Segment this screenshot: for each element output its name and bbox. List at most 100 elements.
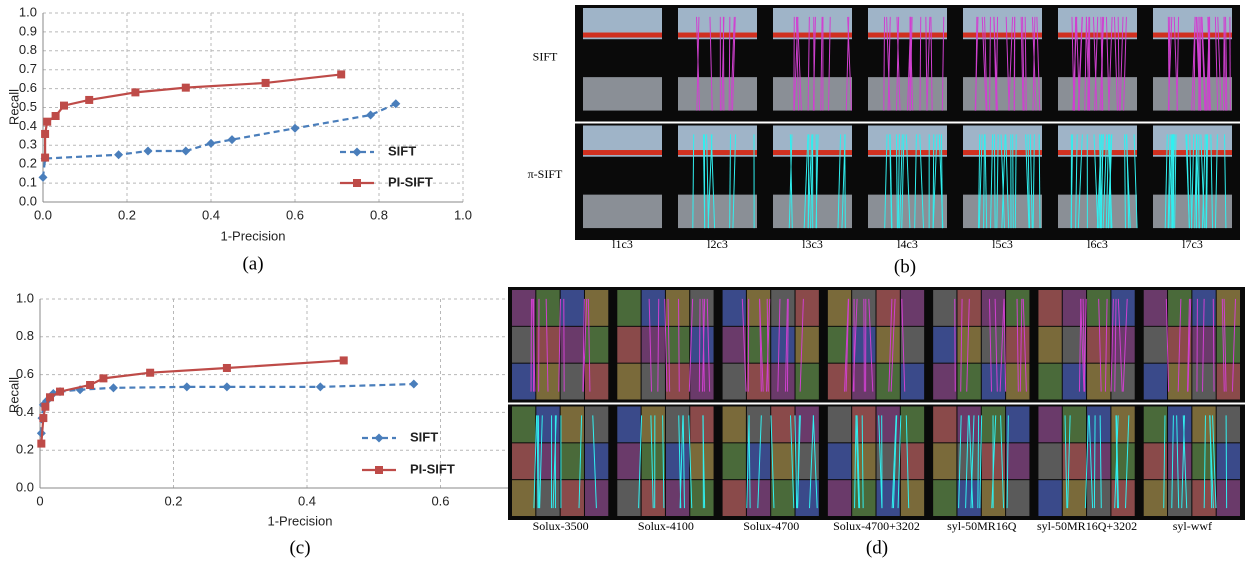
match-line bbox=[1093, 134, 1099, 229]
match-line bbox=[1107, 134, 1113, 229]
image-tile bbox=[722, 480, 746, 516]
match-line bbox=[999, 298, 1005, 392]
match-line bbox=[1019, 298, 1023, 392]
legend-label: PI-SIFT bbox=[410, 461, 455, 476]
image-tile bbox=[1216, 443, 1240, 480]
image-tile bbox=[771, 406, 795, 443]
match-line bbox=[1225, 415, 1228, 509]
image-tile bbox=[1111, 326, 1135, 363]
match-line bbox=[532, 298, 536, 392]
point bbox=[41, 402, 50, 411]
match-line bbox=[1173, 16, 1178, 111]
image-tile bbox=[1038, 363, 1062, 400]
image-tile bbox=[900, 326, 925, 363]
match-line bbox=[1038, 134, 1041, 229]
image-tile bbox=[584, 326, 609, 363]
image-tile bbox=[583, 77, 662, 111]
point bbox=[409, 379, 419, 389]
image-tile bbox=[536, 290, 560, 326]
image-tile bbox=[690, 363, 714, 400]
image-tile bbox=[665, 290, 690, 326]
image-tile bbox=[795, 363, 819, 400]
match-line bbox=[1195, 16, 1201, 111]
point bbox=[391, 99, 401, 109]
column-label: l1c3 bbox=[612, 237, 633, 251]
image-tile bbox=[560, 326, 584, 363]
image-tile bbox=[963, 77, 1042, 111]
match-line bbox=[868, 298, 874, 392]
image-tile bbox=[827, 443, 852, 480]
x-tick-label: 0.6 bbox=[286, 207, 304, 222]
image-tile bbox=[900, 443, 925, 480]
series-line bbox=[40, 359, 344, 444]
image-tile bbox=[665, 443, 690, 480]
match-line bbox=[855, 415, 860, 509]
match-line bbox=[678, 415, 682, 509]
image-tile bbox=[560, 290, 584, 326]
image-tile bbox=[560, 363, 584, 400]
match-line bbox=[965, 415, 969, 509]
y-tick-label: 0.0 bbox=[19, 193, 37, 208]
image-tile bbox=[722, 443, 746, 480]
match-line bbox=[863, 298, 865, 392]
image-tile bbox=[690, 406, 714, 443]
match-line bbox=[901, 134, 905, 229]
row-label: SIFT bbox=[533, 50, 558, 64]
legend-marker bbox=[374, 433, 384, 443]
match-line bbox=[1036, 16, 1041, 111]
y-axis-title: Recall bbox=[6, 89, 21, 125]
image-tile bbox=[827, 406, 852, 443]
match-line bbox=[539, 415, 543, 509]
y-tick-label: 0.2 bbox=[19, 156, 37, 171]
match-line bbox=[1163, 415, 1166, 509]
image-panel bbox=[575, 5, 1240, 240]
image-tile bbox=[1006, 480, 1030, 516]
match-line bbox=[1191, 134, 1195, 229]
y-tick-label: 0.4 bbox=[19, 118, 37, 133]
image-tile bbox=[584, 290, 609, 326]
match-line bbox=[1032, 134, 1035, 229]
image-tile bbox=[773, 32, 852, 38]
match-line bbox=[709, 16, 713, 111]
match-line bbox=[1209, 415, 1213, 509]
image-tile bbox=[583, 32, 662, 38]
y-tick-label: 0.6 bbox=[19, 80, 37, 95]
match-line bbox=[1164, 134, 1168, 229]
image-tile bbox=[583, 150, 662, 156]
match-line bbox=[759, 298, 762, 392]
x-tick-label: 0.2 bbox=[164, 493, 182, 508]
match-line bbox=[1202, 298, 1205, 392]
match-line bbox=[1194, 134, 1198, 229]
match-line bbox=[958, 415, 962, 509]
match-line bbox=[1187, 298, 1192, 392]
match-line bbox=[905, 415, 910, 509]
match-line bbox=[1117, 16, 1120, 111]
match-line bbox=[1110, 298, 1114, 392]
match-line bbox=[765, 298, 771, 392]
image-tile bbox=[722, 363, 746, 400]
x-tick-label: 0.8 bbox=[370, 207, 388, 222]
image-tile bbox=[900, 290, 925, 326]
match-line bbox=[730, 16, 735, 111]
image-tile bbox=[1143, 363, 1168, 400]
image-tile bbox=[1168, 363, 1192, 400]
match-line bbox=[988, 298, 993, 392]
image-tile bbox=[933, 363, 957, 400]
image-tile bbox=[512, 326, 536, 363]
column-label: Solux-3500 bbox=[533, 519, 589, 533]
match-line bbox=[914, 134, 917, 229]
match-line bbox=[1201, 134, 1206, 229]
match-line bbox=[1075, 134, 1078, 229]
match-line bbox=[1070, 134, 1074, 229]
image-tile bbox=[583, 194, 662, 229]
y-tick-label: 0.8 bbox=[19, 42, 37, 57]
image-tile bbox=[512, 406, 536, 443]
match-line bbox=[994, 298, 998, 392]
match-line bbox=[807, 134, 813, 229]
point bbox=[39, 414, 48, 423]
image-tile bbox=[1038, 290, 1062, 326]
image-tile bbox=[641, 363, 665, 400]
image-tile bbox=[584, 363, 609, 400]
series-line bbox=[43, 73, 342, 158]
match-line bbox=[1016, 298, 1019, 392]
